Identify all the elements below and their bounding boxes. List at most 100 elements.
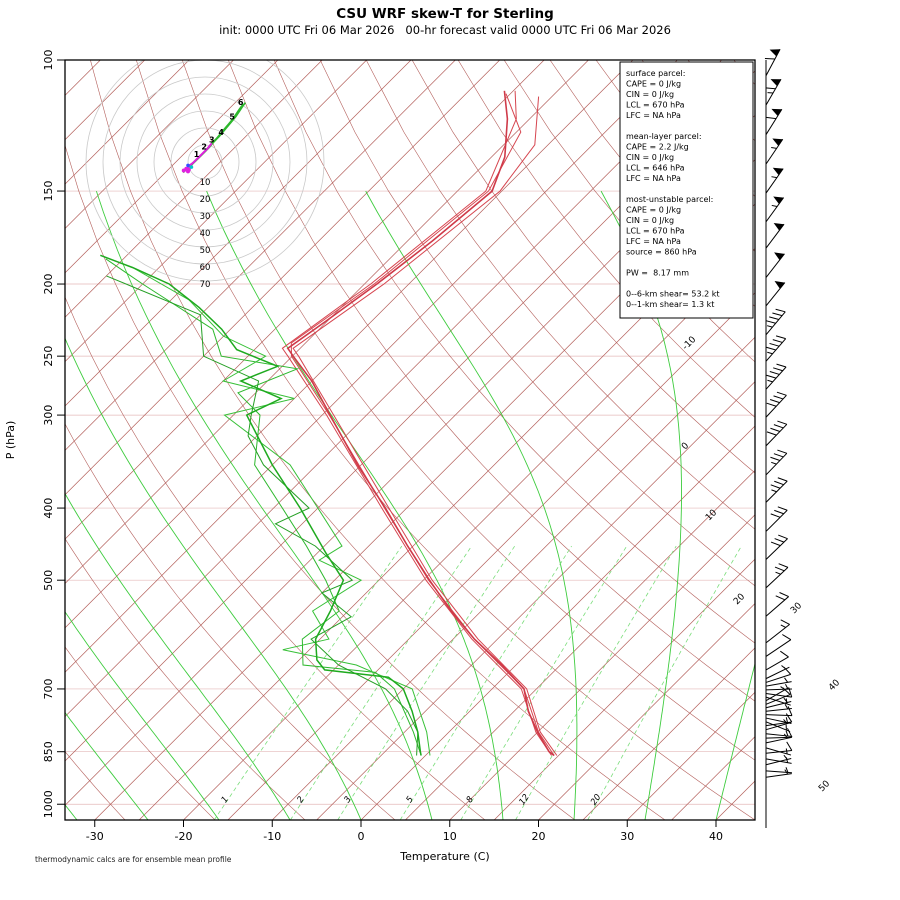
temp-tick-label: 20: [532, 830, 546, 843]
hodograph-marker-cyan: [189, 165, 194, 169]
info-line: 0--1-km shear= 1.3 kt: [626, 300, 714, 309]
wind-barb-half-tick: [780, 624, 786, 628]
footnote: thermodynamic calcs are for ensemble mea…: [35, 855, 232, 864]
wind-barb-half-tick: [783, 697, 788, 703]
wind-barb-full-tick: [766, 402, 777, 407]
pressure-tick-label: 100: [42, 50, 55, 71]
isotherm-value-label: 20: [732, 592, 747, 607]
wind-barb-full-tick: [769, 399, 780, 404]
isotherm-line: [65, 60, 190, 185]
isotherm-line: [138, 203, 755, 820]
mixing-ratio-line: [337, 545, 516, 820]
wind-barb-full-tick: [772, 312, 783, 317]
mixing-ratio-label: 1: [220, 795, 231, 805]
info-line: LFC = NA hPa: [626, 174, 681, 183]
hodograph-surface-dot: [181, 168, 186, 173]
isotherm-line: [405, 469, 755, 820]
wind-barb-pennant: [772, 167, 784, 176]
wind-barb: [765, 639, 792, 657]
wind-barb-half-tick: [771, 489, 777, 493]
isotherm-line: [849, 60, 900, 820]
dry-adiabat-line: [457, 60, 755, 418]
wind-barb-full-tick: [776, 391, 787, 396]
info-line: CIN = 0 J/kg: [626, 216, 674, 225]
wind-barb: [765, 694, 791, 705]
hodograph-ring: [187, 144, 223, 180]
dry-adiabat-line: [65, 144, 576, 820]
info-line: 0--6-km shear= 53.2 kt: [626, 290, 720, 299]
mixing-ratio-line: [587, 545, 742, 820]
wind-barb-full-tick: [774, 509, 784, 515]
wind-barb: [765, 282, 786, 307]
hodograph-km-label: 3: [209, 135, 215, 144]
sounding-profiles: [100, 90, 558, 757]
wind-barb-full-tick: [774, 538, 785, 543]
moist-adiabat-line: [715, 662, 755, 820]
page-title: CSU WRF skew-T for Sterling: [336, 6, 554, 22]
mixing-ratio-line: [399, 545, 572, 820]
dry-adiabat-line: [365, 60, 755, 530]
temperature-member-line: [292, 96, 558, 756]
wind-barb-full-tick: [786, 741, 793, 751]
wind-barb-full-tick: [782, 687, 791, 695]
wind-barb: [765, 750, 792, 754]
wind-barb-full-tick: [776, 363, 787, 368]
info-line: LFC = NA hPa: [626, 111, 681, 120]
wind-barb-full-tick: [775, 308, 786, 313]
page-subtitle: init: 0000 UTC Fri 06 Mar 2026 00-hr for…: [219, 23, 671, 37]
isotherm-line: [627, 691, 755, 820]
wind-barb-pennant: [773, 196, 784, 205]
info-line: mean-layer parcel:: [626, 132, 702, 141]
wind-barb-full-tick: [785, 713, 793, 723]
isotherm-line: [760, 60, 900, 820]
mixing-ratio-line: [460, 545, 628, 820]
wind-barb-full-tick: [766, 116, 777, 120]
isotherm-line: [805, 60, 900, 820]
wind-barb-full-tick: [769, 342, 780, 347]
dewpoint-member-line: [132, 267, 431, 756]
wind-barb: [765, 624, 790, 644]
wind-barb-full-tick: [764, 57, 775, 60]
wind-barb-full-tick: [766, 374, 777, 379]
moist-adiabat-line: [65, 337, 362, 820]
dry-adiabat-line: [65, 646, 216, 820]
mixing-ratio-label: 8: [465, 794, 477, 805]
wind-barb-half-tick: [784, 703, 789, 710]
temp-tick-label: -20: [175, 830, 193, 843]
isotherm-line: [65, 60, 323, 318]
wind-barb-full-tick: [780, 650, 789, 658]
isotherm-line: [894, 60, 900, 820]
pressure-tick-label: 150: [42, 181, 55, 202]
wind-barb-full-tick: [765, 320, 776, 324]
temp-tick-label: 30: [620, 830, 634, 843]
hodograph-ring-label: 60: [200, 263, 211, 273]
wind-barb-full-tick: [774, 566, 785, 572]
info-line: source = 860 hPa: [626, 248, 697, 257]
dry-adiabat-line: [228, 60, 755, 702]
wind-barb-full-tick: [787, 706, 793, 716]
wind-barb-full-tick: [778, 563, 789, 568]
hodograph-ring-label: 10: [200, 178, 211, 188]
hodograph-ring-label: 20: [200, 195, 211, 205]
isotherm-line: [65, 60, 545, 540]
wind-barb: [765, 538, 788, 560]
wind-barb-half-tick: [783, 719, 788, 724]
wind-barb-half-tick: [784, 677, 789, 683]
dry-adiabat-line: [733, 60, 755, 85]
wind-barb-full-tick: [777, 449, 788, 454]
wind-barb-full-tick: [770, 513, 781, 518]
wind-barb-half-tick: [771, 204, 778, 207]
hodograph-ring-label: 30: [200, 212, 211, 222]
wind-barb-pennant: [770, 79, 781, 87]
hodograph-km-label: 6: [238, 98, 244, 107]
wind-barb-full-tick: [782, 634, 792, 641]
x-axis-label: Temperature (C): [399, 850, 489, 863]
wind-barb-full-tick: [788, 687, 793, 698]
wind-barb: [765, 49, 781, 77]
info-line: surface parcel:: [626, 69, 685, 78]
wind-barb: [765, 78, 782, 106]
wind-barb-full-tick: [774, 480, 784, 486]
dry-adiabat-line: [90, 60, 666, 820]
temp-tick-label: 0: [358, 830, 365, 843]
wind-barb-full-tick: [775, 595, 786, 601]
